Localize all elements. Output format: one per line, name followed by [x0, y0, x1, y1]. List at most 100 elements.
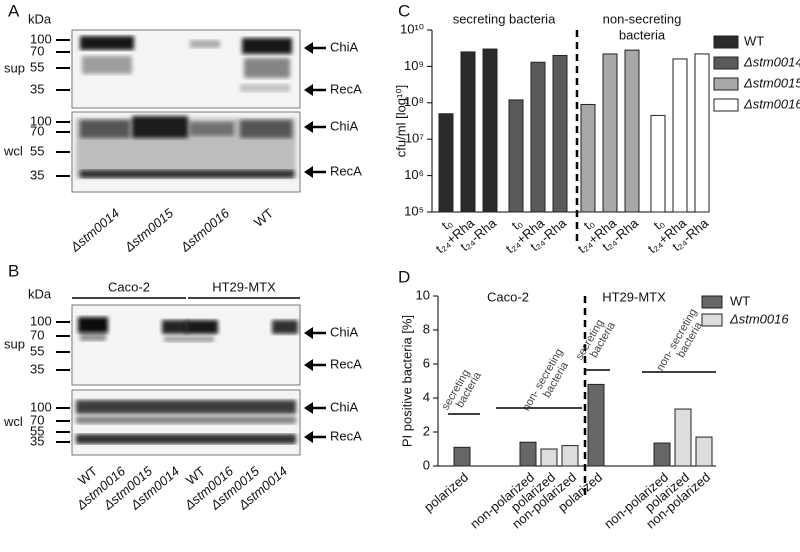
blot-band — [78, 317, 108, 333]
legend-swatch — [701, 313, 723, 327]
band-label: RecA — [330, 428, 362, 443]
band-label: ChiA — [330, 39, 359, 54]
lane-label: Δstm0015 — [121, 205, 177, 255]
group-label: HT29-MTX — [602, 289, 666, 304]
band-label: RecA — [330, 81, 362, 96]
y-tick-label: 6 — [423, 355, 430, 370]
band-label: RecA — [330, 356, 362, 371]
legend-label: WT — [744, 33, 764, 48]
annotation: secreting bacteria — [453, 11, 556, 26]
y-tick-label: 2 — [423, 423, 430, 438]
arrow-head — [304, 121, 313, 133]
arrow-head — [304, 166, 313, 178]
blot-band — [242, 38, 292, 54]
marker-label: 35 — [30, 167, 44, 182]
bar — [453, 446, 471, 467]
blot-band — [186, 320, 218, 334]
bar — [519, 441, 537, 467]
marker-label: 100 — [30, 113, 52, 128]
row-label: wcl — [3, 143, 23, 158]
legend-label: WT — [730, 293, 750, 308]
y-tick-label: 4 — [423, 389, 430, 404]
bar — [650, 114, 666, 213]
y-tick-label: 8 — [423, 321, 430, 336]
lane-label: Δstm0014 — [67, 205, 122, 255]
bar — [561, 445, 579, 467]
axis-title: PI positive bacteria [%] — [399, 315, 414, 447]
bar — [672, 58, 688, 213]
blot-band — [80, 36, 134, 50]
legend-swatch — [701, 295, 723, 309]
panel-label: B — [8, 261, 19, 280]
y-tick-label: 0 — [423, 457, 430, 472]
marker-label: 55 — [30, 343, 44, 358]
unit-label: kDa — [28, 286, 52, 301]
band-label: RecA — [330, 163, 362, 178]
blot-band — [240, 84, 290, 92]
legend-label: Δstm0016 — [729, 311, 789, 326]
bar — [587, 383, 605, 467]
bar — [530, 61, 546, 213]
bar — [580, 103, 596, 213]
annotation: non-secreting — [603, 11, 682, 26]
bar — [602, 53, 618, 213]
bar — [695, 436, 713, 467]
blot-band — [76, 434, 296, 444]
blot-band — [162, 320, 188, 334]
blot-band — [80, 120, 130, 138]
marker-label: 100 — [30, 399, 52, 414]
arrow-head — [304, 327, 313, 339]
marker-label: 70 — [30, 412, 44, 427]
marker-label: 100 — [30, 31, 52, 46]
y-tick-label: 10⁸ — [404, 94, 424, 109]
bar — [540, 448, 558, 467]
bar — [653, 442, 671, 467]
arrow-head — [304, 359, 313, 371]
bar — [552, 54, 568, 213]
y-tick-label: 10⁷ — [405, 131, 424, 146]
marker-label: 70 — [30, 123, 44, 138]
blot-band — [80, 170, 294, 178]
marker-label: 55 — [30, 143, 44, 158]
blot-band — [80, 333, 106, 341]
legend-swatch — [713, 98, 739, 112]
bar — [624, 49, 640, 213]
blot-band — [190, 122, 234, 136]
marker-label: 55 — [30, 59, 44, 74]
band-label: ChiA — [330, 118, 359, 133]
arrow-head — [304, 84, 313, 96]
axis-title: cfu/ml [log¹⁰] — [393, 85, 408, 157]
arrow-head — [304, 402, 313, 414]
annotation: bacteria — [619, 27, 666, 42]
marker-label: 35 — [30, 81, 44, 96]
blot-band — [132, 116, 188, 138]
row-label: sup — [4, 60, 25, 75]
panel-label: C — [398, 1, 410, 20]
blot-band — [240, 120, 292, 138]
y-tick-label: 10 — [416, 287, 430, 302]
y-tick-label: 10⁵ — [404, 203, 424, 218]
marker-label: 70 — [30, 327, 44, 342]
y-tick-label: 10¹⁰ — [400, 21, 424, 36]
x-tick-label: polarized — [421, 469, 471, 514]
group-label: Caco-2 — [108, 279, 150, 294]
marker-label: 35 — [30, 361, 44, 376]
marker-label: 100 — [30, 313, 52, 328]
blot-band — [272, 320, 298, 334]
legend-label: Δstm0014 — [743, 54, 800, 69]
blot-band — [82, 56, 132, 74]
y-tick-label: 10⁶ — [404, 167, 424, 182]
blot-band — [76, 400, 296, 414]
lane-label: WT — [251, 205, 276, 230]
band-label: ChiA — [330, 399, 359, 414]
legend-label: Δstm0016 — [743, 96, 800, 111]
row-label: sup — [4, 336, 25, 351]
panel-label: A — [8, 1, 20, 20]
y-tick-label: 10⁹ — [404, 58, 424, 73]
row-label: wcl — [3, 414, 23, 429]
blot-band — [164, 336, 214, 342]
panel-label: D — [398, 267, 410, 286]
legend-swatch — [713, 35, 739, 49]
band-label: ChiA — [330, 324, 359, 339]
